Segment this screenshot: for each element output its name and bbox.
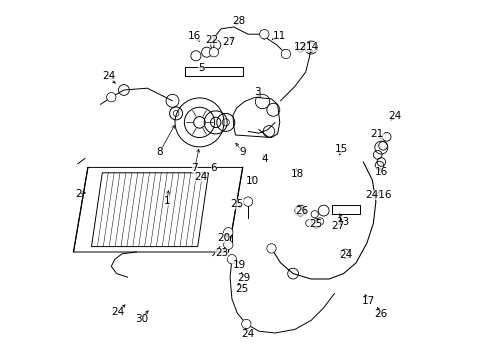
Text: 22: 22 — [204, 35, 218, 45]
Text: 6: 6 — [210, 163, 217, 173]
Text: 24: 24 — [194, 172, 207, 182]
Circle shape — [306, 43, 315, 52]
Text: 14: 14 — [305, 42, 319, 52]
Text: 25: 25 — [230, 199, 244, 209]
Circle shape — [223, 228, 232, 237]
Text: 19: 19 — [232, 260, 245, 270]
Text: 17: 17 — [361, 296, 375, 306]
Text: 26: 26 — [373, 309, 386, 319]
Circle shape — [241, 319, 250, 329]
Text: 26: 26 — [294, 206, 307, 216]
Text: 8: 8 — [156, 147, 163, 157]
Text: 15: 15 — [334, 144, 347, 154]
Text: 2416: 2416 — [365, 190, 391, 200]
Text: 12: 12 — [293, 42, 306, 52]
Text: 25: 25 — [308, 219, 322, 229]
Circle shape — [243, 197, 252, 206]
Text: 11: 11 — [273, 31, 286, 41]
Text: 16: 16 — [188, 31, 201, 41]
Circle shape — [259, 30, 268, 39]
Text: 2: 2 — [75, 189, 81, 199]
Text: 20: 20 — [217, 233, 230, 243]
Text: 27: 27 — [330, 221, 343, 231]
Text: 27: 27 — [222, 37, 235, 47]
Circle shape — [106, 93, 116, 102]
Text: 5: 5 — [198, 63, 204, 73]
Text: 16: 16 — [374, 167, 387, 177]
Text: 24: 24 — [111, 307, 124, 317]
Circle shape — [281, 49, 290, 59]
Text: 10: 10 — [245, 176, 259, 186]
Text: 9: 9 — [239, 147, 245, 157]
Text: 4: 4 — [261, 154, 267, 164]
Text: 24: 24 — [240, 329, 253, 339]
Text: 18: 18 — [290, 168, 304, 179]
Circle shape — [209, 48, 218, 57]
Circle shape — [295, 206, 305, 215]
Circle shape — [266, 244, 276, 253]
Text: 23: 23 — [214, 248, 227, 258]
Circle shape — [340, 249, 349, 258]
Text: 24: 24 — [387, 111, 401, 121]
Circle shape — [227, 255, 236, 264]
Circle shape — [311, 219, 321, 228]
Text: 25: 25 — [235, 284, 248, 294]
Text: 7: 7 — [191, 163, 198, 173]
Text: 21: 21 — [369, 129, 383, 139]
Text: 29: 29 — [237, 273, 250, 283]
Text: 3: 3 — [253, 87, 260, 97]
Text: 24: 24 — [102, 71, 115, 81]
Text: 13: 13 — [336, 217, 349, 227]
Text: 28: 28 — [231, 15, 244, 26]
Text: 30: 30 — [135, 314, 148, 324]
Circle shape — [223, 240, 232, 249]
Text: 24: 24 — [339, 249, 352, 260]
Text: 1: 1 — [163, 195, 170, 206]
